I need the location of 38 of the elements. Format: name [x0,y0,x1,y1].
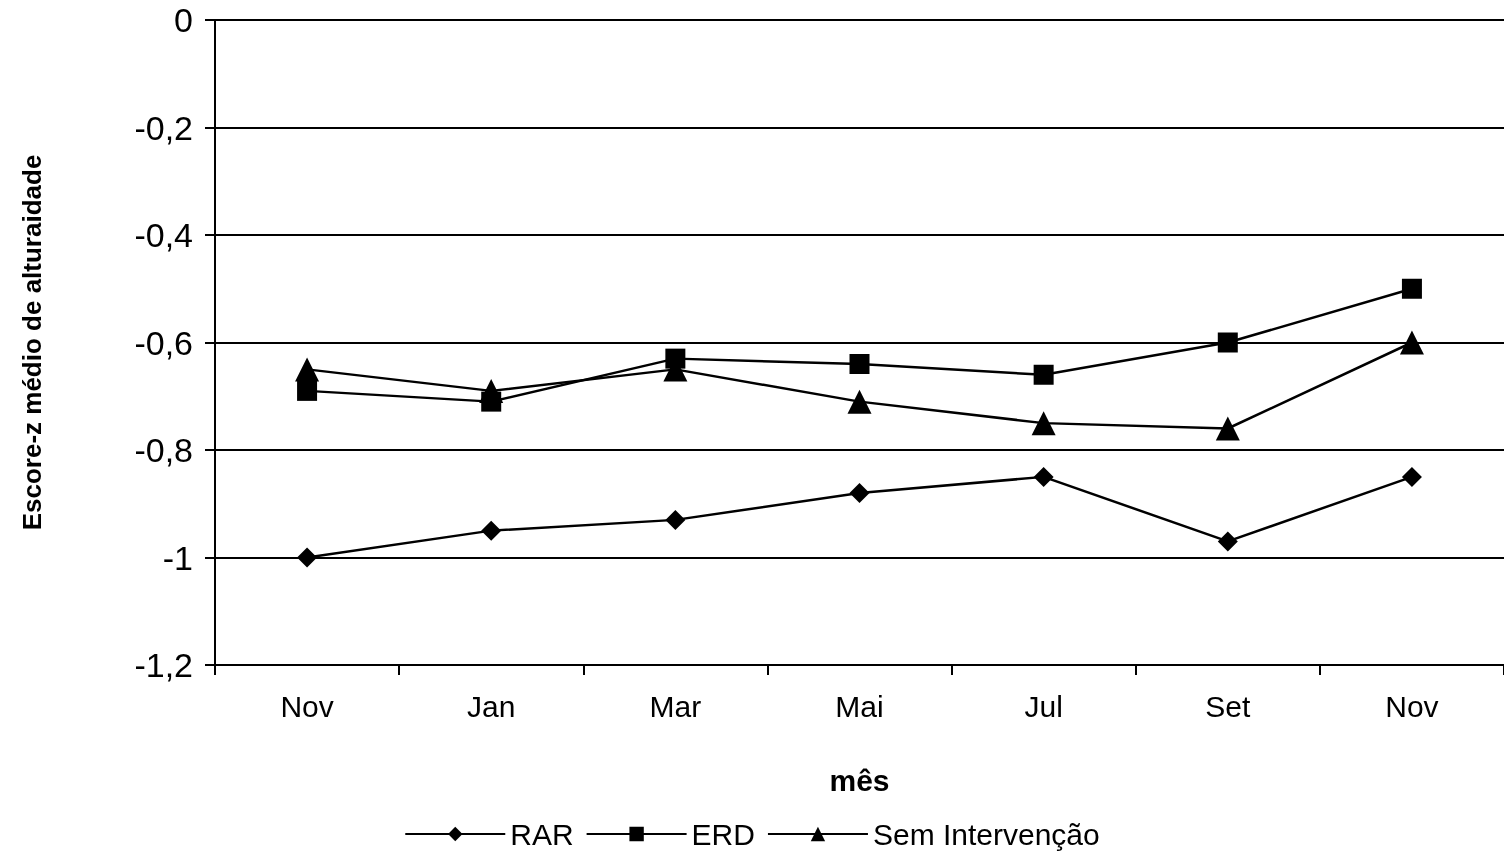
point [1033,466,1054,487]
x-tick-label: Set [1205,689,1251,723]
point [849,483,870,503]
y-tick-label: 0 [174,1,193,39]
x-tick-label: Nov [1385,689,1439,723]
point [849,354,870,374]
point [295,357,320,382]
y-tick-label: -0,6 [134,323,193,362]
point [1217,332,1238,353]
point [1217,531,1238,552]
point [1399,330,1424,355]
point [297,380,318,401]
point [481,520,502,541]
point [665,348,686,369]
point [1031,411,1056,436]
legend-label: RAR [510,817,574,851]
y-tick-label: -1,2 [134,646,193,684]
point [481,391,502,412]
x-tick-label: Mar [649,689,702,723]
point [665,509,686,530]
x-axis-title: mês [829,763,890,797]
legend-label: ERD [691,817,755,851]
x-tick-label: Nov [280,689,334,723]
x-tick-label: Jan [467,689,516,723]
x-tick-label: Mai [835,689,884,723]
legend-label: Sem Intervenção [872,817,1100,851]
y-axis-title: Escore-z médio de alturaidade [17,154,47,531]
point [297,547,318,568]
y-tick-label: -0,8 [134,431,193,469]
y-tick-label: -0,2 [134,108,193,147]
x-tick-label: Jul [1024,689,1063,723]
y-tick-label: -1 [162,538,193,577]
point [1401,466,1422,487]
point [1401,278,1422,299]
y-tick-label: -0,4 [134,216,193,254]
point [1033,364,1054,385]
point [1215,416,1240,441]
point [847,389,872,414]
